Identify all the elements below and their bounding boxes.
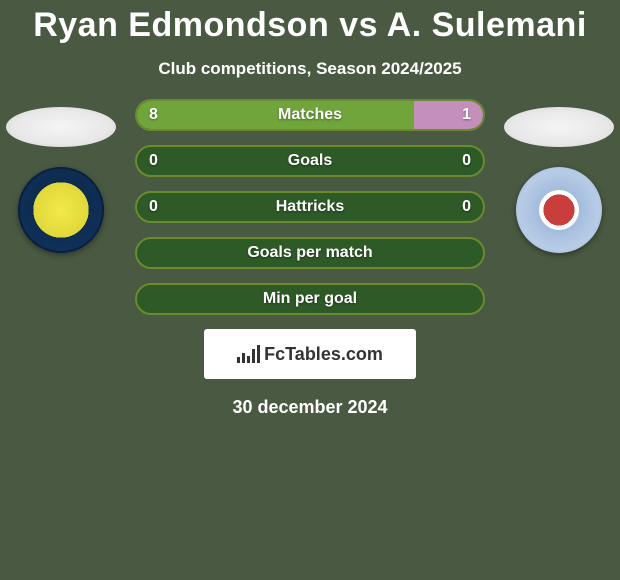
bar-label: Hattricks — [276, 198, 344, 216]
bar-value-left: 0 — [149, 152, 158, 170]
bar-label: Min per goal — [263, 290, 357, 308]
bar-value-right: 1 — [462, 106, 471, 124]
club-badge-right — [516, 167, 602, 253]
comparison-infographic: Ryan Edmondson vs A. Sulemani Club compe… — [0, 0, 620, 580]
bar-value-left: 8 — [149, 106, 158, 124]
bar-value-right: 0 — [462, 198, 471, 216]
comparison-bars: 8 1 Matches 0 0 Goals 0 0 Hattricks Goals per mat… — [135, 99, 485, 315]
stat-bar: Goals per match — [135, 237, 485, 269]
date-label: 30 december 2024 — [0, 397, 620, 418]
player-avatar-right — [504, 107, 614, 147]
brand-box: FcTables.com — [204, 329, 416, 379]
bar-label: Goals per match — [247, 244, 372, 262]
bar-fill-left — [137, 101, 414, 129]
page-title: Ryan Edmondson vs A. Sulemani — [0, 0, 620, 45]
bar-value-left: 0 — [149, 198, 158, 216]
bar-label: Goals — [288, 152, 332, 170]
stat-bar: Min per goal — [135, 283, 485, 315]
stat-bar: 0 0 Hattricks — [135, 191, 485, 223]
bar-value-right: 0 — [462, 152, 471, 170]
stat-bar: 0 0 Goals — [135, 145, 485, 177]
brand-text: FcTables.com — [264, 344, 383, 365]
club-badge-left — [18, 167, 104, 253]
bar-chart-icon — [237, 345, 260, 363]
main-area: 8 1 Matches 0 0 Goals 0 0 Hattricks Goals per mat… — [0, 99, 620, 418]
bar-label: Matches — [278, 106, 342, 124]
stat-bar: 8 1 Matches — [135, 99, 485, 131]
bar-fill-right — [414, 101, 483, 129]
subtitle: Club competitions, Season 2024/2025 — [0, 59, 620, 79]
player-avatar-left — [6, 107, 116, 147]
